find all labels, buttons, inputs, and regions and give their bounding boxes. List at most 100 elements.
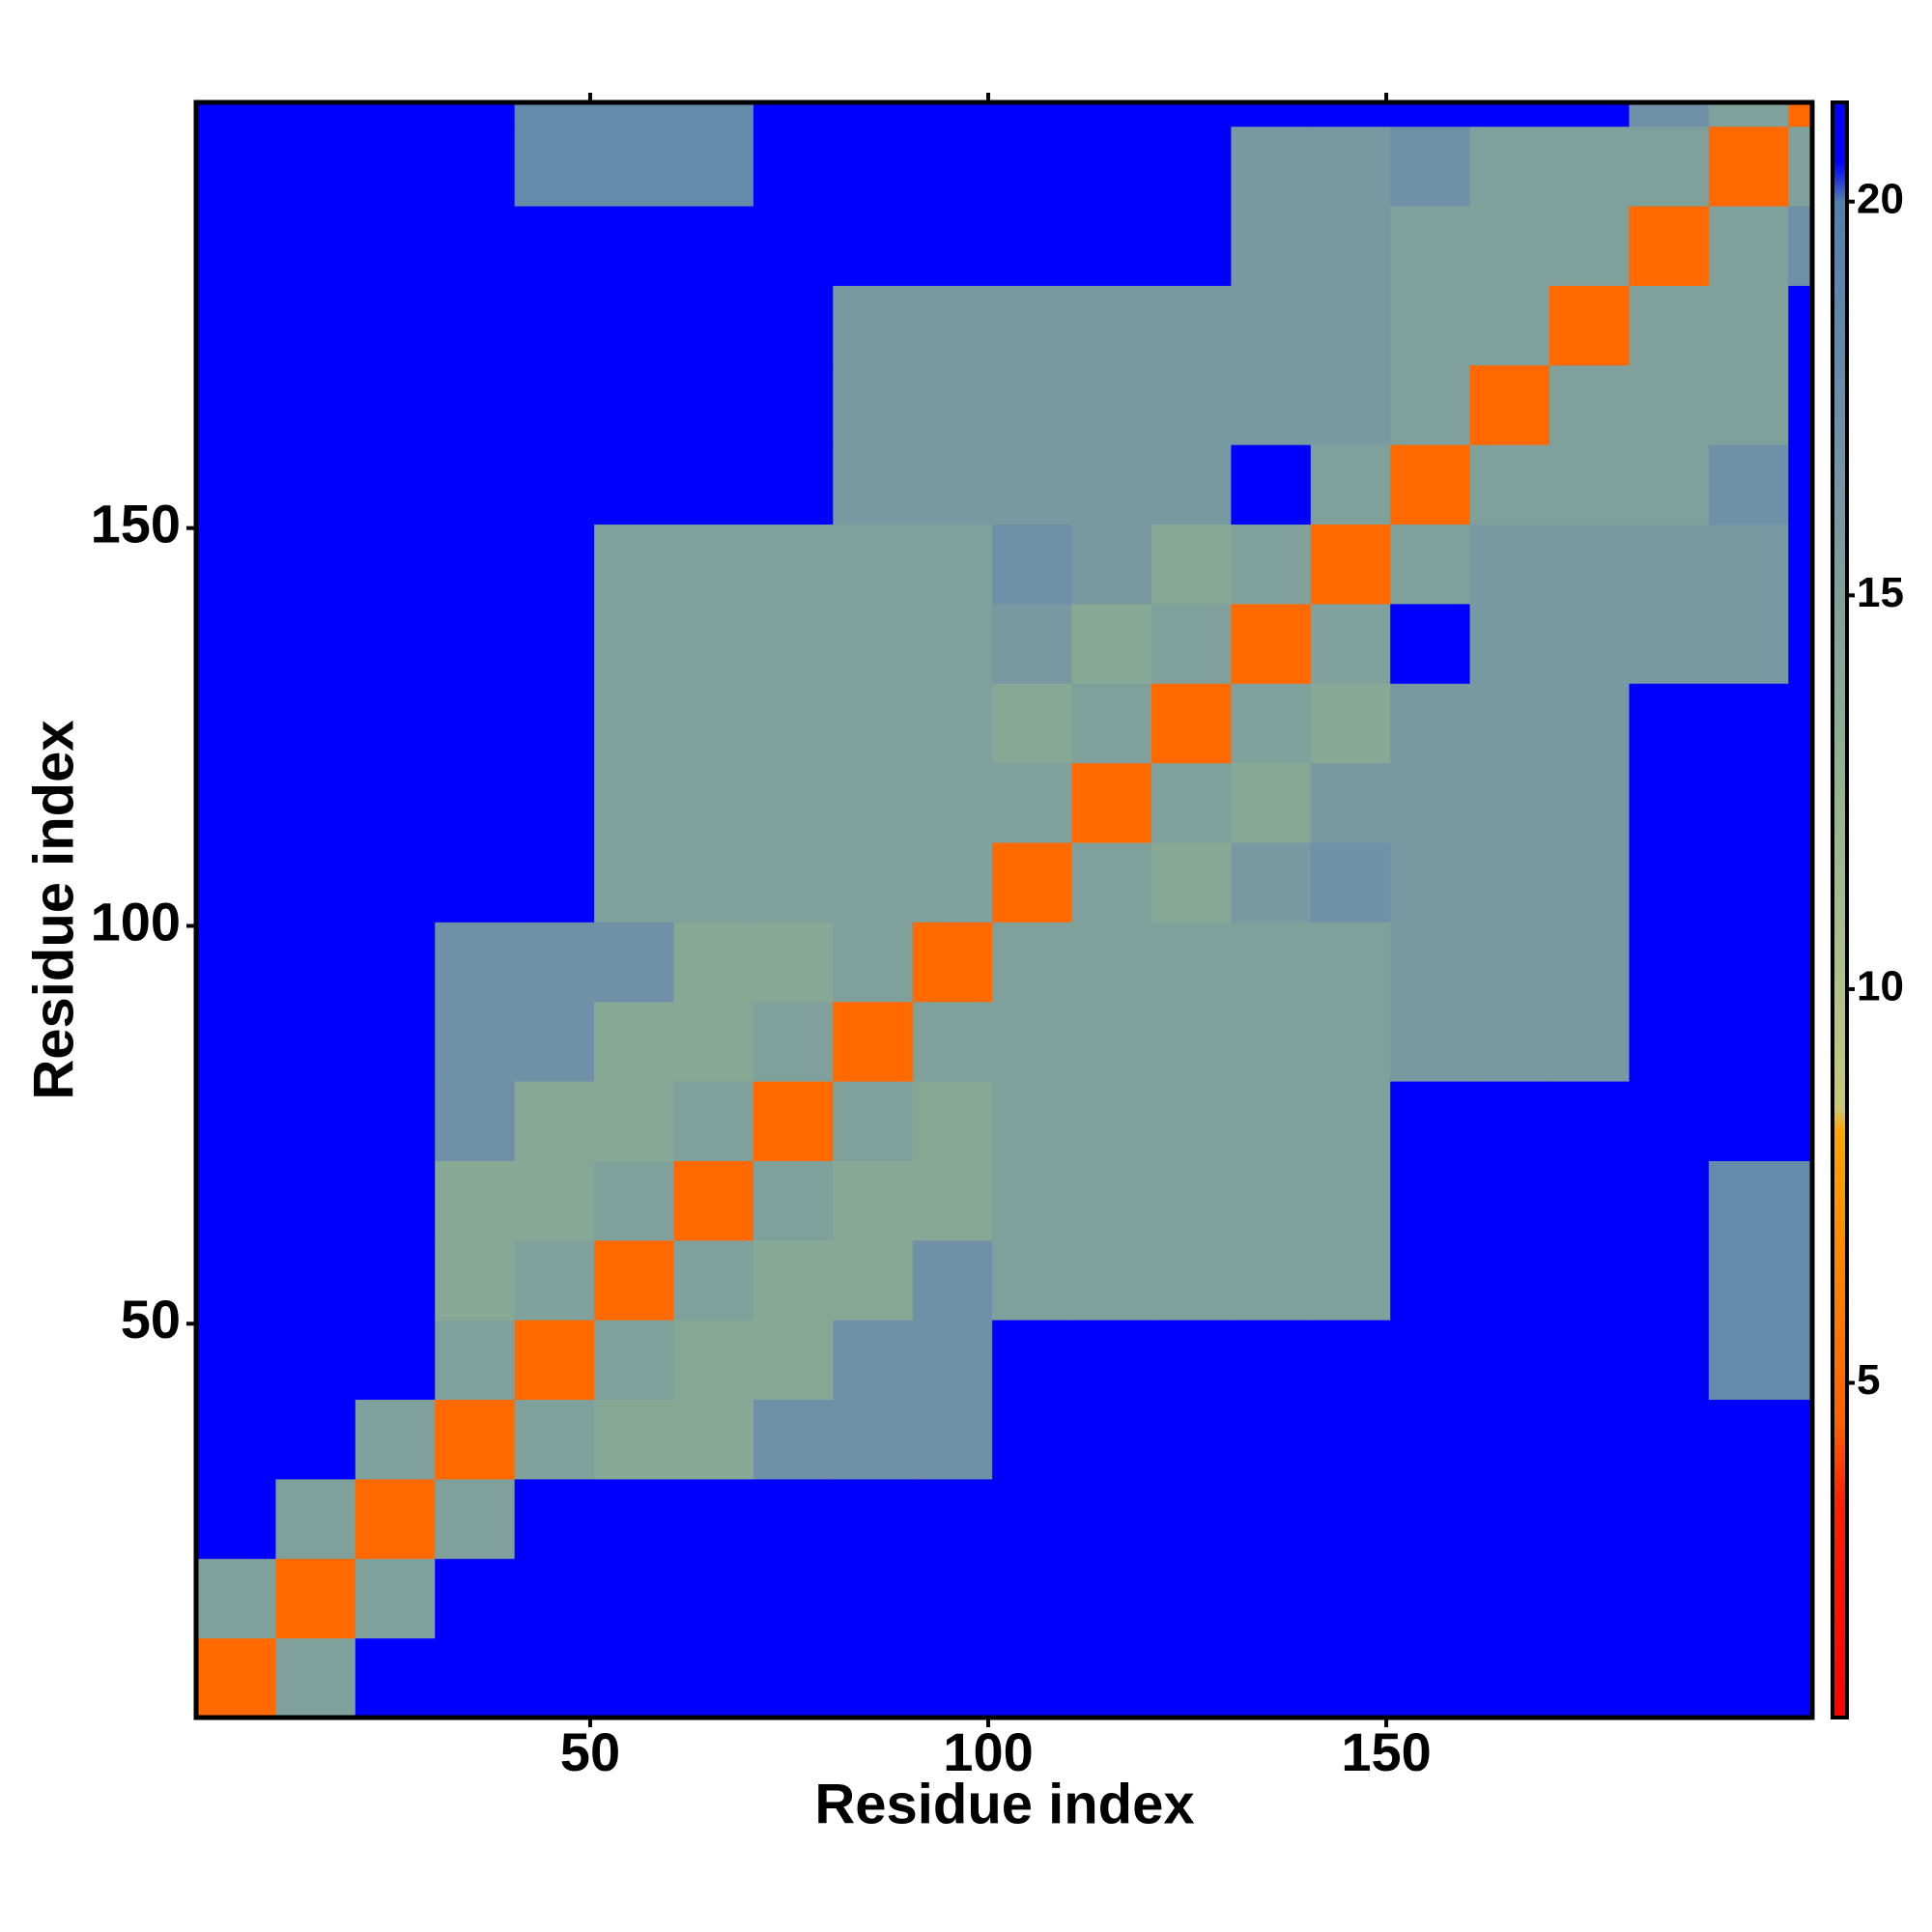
- heatmap-cell: [1788, 364, 1813, 445]
- heatmap-cell: [594, 444, 674, 526]
- heatmap-cell: [673, 1160, 754, 1241]
- heatmap-cell: [1629, 1637, 1710, 1719]
- plot-frame: [193, 99, 1815, 1720]
- heatmap-cell: [912, 1160, 993, 1241]
- heatmap-cell: [753, 762, 834, 843]
- heatmap-cell: [1071, 1399, 1152, 1480]
- heatmap-cell: [1469, 1081, 1550, 1161]
- heatmap-cell: [275, 841, 356, 923]
- heatmap-cell: [1151, 285, 1232, 366]
- heatmap-cell: [1231, 922, 1312, 1003]
- heatmap-cell: [1231, 1478, 1312, 1559]
- heatmap-cell: [514, 1320, 595, 1401]
- heatmap-cell: [1469, 841, 1550, 923]
- heatmap-cell: [1788, 922, 1813, 1003]
- heatmap-cell: [1310, 683, 1391, 764]
- heatmap-cell: [275, 524, 356, 605]
- heatmap-cell: [673, 524, 754, 605]
- heatmap-cell: [1788, 1320, 1813, 1401]
- heatmap-cell: [992, 1160, 1073, 1241]
- heatmap-cell: [1231, 603, 1312, 684]
- heatmap-cell: [514, 1637, 595, 1719]
- heatmap-cell: [1708, 126, 1789, 207]
- heatmap-cell: [275, 762, 356, 843]
- heatmap-cell: [1549, 683, 1630, 764]
- heatmap-cell: [1390, 444, 1471, 526]
- heatmap-cell: [1310, 841, 1391, 923]
- heatmap-cell: [1390, 1478, 1471, 1559]
- heatmap-cell: [594, 1001, 674, 1082]
- heatmap-cell: [1231, 841, 1312, 923]
- heatmap-cell: [1310, 285, 1391, 366]
- heatmap-cell: [1071, 841, 1152, 923]
- heatmap-cell: [1629, 524, 1710, 605]
- heatmap-cell: [833, 1001, 914, 1082]
- heatmap-cell: [435, 285, 516, 366]
- heatmap-cell: [1310, 1637, 1391, 1719]
- heatmap-cell: [1469, 206, 1550, 286]
- heatmap-cell: [912, 1239, 993, 1321]
- heatmap-cell: [1390, 102, 1471, 128]
- y-tick-label: 50: [121, 1289, 181, 1350]
- heatmap-cell: [1629, 285, 1710, 366]
- heatmap-cell: [1549, 1478, 1630, 1559]
- heatmap-cell: [435, 1558, 516, 1639]
- heatmap-cell: [196, 1320, 276, 1401]
- heatmap-cell: [594, 102, 674, 128]
- heatmap-cell: [355, 1637, 436, 1719]
- heatmap-cell: [1629, 762, 1710, 843]
- heatmap-cell: [992, 922, 1073, 1003]
- heatmap-cell: [1549, 922, 1630, 1003]
- heatmap-cell: [1788, 1160, 1813, 1241]
- heatmap-cell: [435, 1320, 516, 1401]
- heatmap-cell: [514, 444, 595, 526]
- heatmap-cell: [1549, 102, 1630, 128]
- heatmap-cell: [514, 1081, 595, 1161]
- heatmap-cell: [355, 762, 436, 843]
- heatmap-cell: [1310, 1001, 1391, 1082]
- heatmap-cell: [753, 1081, 834, 1161]
- heatmap-cell: [514, 1478, 595, 1559]
- heatmap-cell: [1708, 1081, 1789, 1161]
- heatmap-cell: [1310, 206, 1391, 286]
- heatmap-cell: [1151, 126, 1232, 207]
- heatmap-cell: [1788, 762, 1813, 843]
- heatmap-cell: [1708, 1001, 1789, 1082]
- heatmap-cell: [435, 683, 516, 764]
- heatmap-cell: [514, 1558, 595, 1639]
- heatmap-cell: [1788, 285, 1813, 366]
- colorbar-tick-label: 5: [1857, 1356, 1880, 1404]
- heatmap-cell: [992, 285, 1073, 366]
- heatmap-cell: [1071, 206, 1152, 286]
- heatmap-cell: [1788, 1558, 1813, 1639]
- heatmap-cell: [1788, 444, 1813, 526]
- x-tick-label: 150: [1341, 1721, 1431, 1782]
- heatmap-cell: [673, 1637, 754, 1719]
- heatmap-cell: [833, 1399, 914, 1480]
- heatmap-cell: [912, 922, 993, 1003]
- heatmap-cell: [753, 1558, 834, 1639]
- heatmap-cell: [673, 1558, 754, 1639]
- heatmap-cell: [1390, 683, 1471, 764]
- heatmap-cell: [1788, 524, 1813, 605]
- heatmap-cell: [1151, 524, 1232, 605]
- heatmap-cell: [435, 1637, 516, 1719]
- heatmap-cell: [673, 1399, 754, 1480]
- heatmap-cell: [275, 102, 356, 128]
- heatmap-cell: [1629, 1399, 1710, 1480]
- heatmap-cell: [912, 1637, 993, 1719]
- heatmap-cell: [1390, 1399, 1471, 1480]
- heatmap-cell: [1310, 364, 1391, 445]
- heatmap-cell: [992, 762, 1073, 843]
- heatmap-cell: [1549, 1239, 1630, 1321]
- heatmap-cell: [1708, 1478, 1789, 1559]
- heatmap-cell: [1151, 1320, 1232, 1401]
- heatmap-cell: [594, 603, 674, 684]
- heatmap-cell: [275, 1558, 356, 1639]
- heatmap-cell: [196, 285, 276, 366]
- heatmap-cell: [1708, 1320, 1789, 1401]
- heatmap-cell: [355, 1001, 436, 1082]
- heatmap-cell: [992, 1399, 1073, 1480]
- heatmap-cell: [1151, 922, 1232, 1003]
- heatmap-cell: [1071, 762, 1152, 843]
